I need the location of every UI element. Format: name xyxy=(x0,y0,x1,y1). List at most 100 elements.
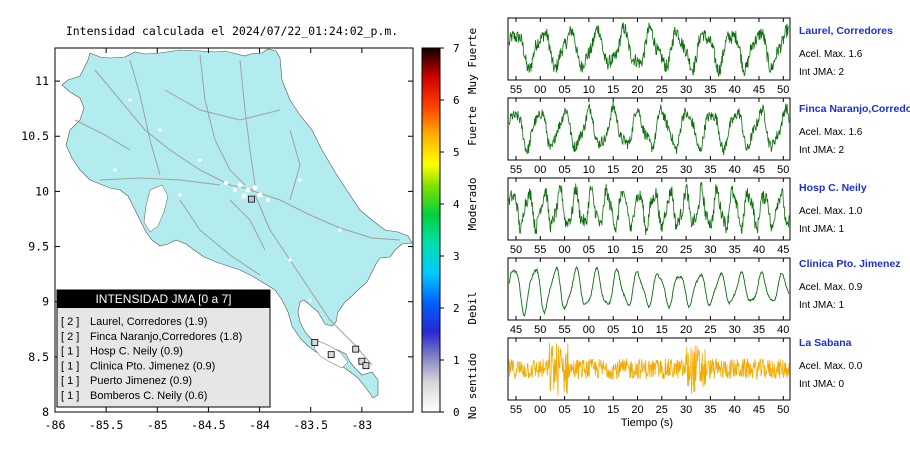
waveform-x-tick-label: 15 xyxy=(607,164,619,176)
map-y-tick-label: 10.5 xyxy=(21,129,49,143)
waveform-panel: 55 00 05 10 15 20 25 30 35 40 45 50 Laurel, Corredor… xyxy=(507,17,893,96)
colorbar-category-label: Moderado xyxy=(466,178,479,231)
legend-entry-text: Hosp C. Neily (0.9) xyxy=(90,346,183,358)
map-x-tick-label: -85 xyxy=(147,418,168,432)
waveform-x-tick-label: 20 xyxy=(656,244,668,256)
waveform-int-label: Int JMA: 1 xyxy=(799,224,844,235)
waveform-station-name: Clinica Pto. Jimenez xyxy=(799,258,901,270)
waveform-x-tick-label: 45 xyxy=(753,404,765,416)
waveform-x-tick-label: 30 xyxy=(704,244,716,256)
station-marker xyxy=(247,195,255,203)
waveform-x-tick-label: 35 xyxy=(704,84,716,96)
waveform-x-tick-label: 55 xyxy=(558,324,570,336)
colorbar-category-label: No sentido xyxy=(466,353,479,419)
waveform-x-tick-label: 20 xyxy=(631,404,643,416)
waveform-x-tick-label: 15 xyxy=(631,244,643,256)
waveform-frame xyxy=(507,257,791,321)
colorbar-tick-label: 1 xyxy=(453,354,460,367)
waveform-x-tick-label: 05 xyxy=(583,244,595,256)
waveform-acel-label: Acel. Max. 1.6 xyxy=(799,127,863,138)
map-x-tick-label: -83.5 xyxy=(293,418,328,432)
map-y-tick-label: 8 xyxy=(42,405,49,419)
waveform-x-tick-label: 55 xyxy=(510,84,522,96)
map-x-tick-label: -86 xyxy=(45,418,66,432)
waveform-x-tick-label: 40 xyxy=(729,164,741,176)
waveform-x-tick-label: 25 xyxy=(656,404,668,416)
station-marker xyxy=(362,362,370,370)
map-x-tick-label: -84.5 xyxy=(191,418,226,432)
waveform-int-label: Int JMA: 2 xyxy=(799,67,844,78)
waveform-x-tick-label: 30 xyxy=(680,404,692,416)
road-network xyxy=(74,54,401,366)
legend-entry-code: [ 1 ] xyxy=(61,375,79,387)
colorbar-tick-label: 3 xyxy=(453,250,460,263)
waveform-trace xyxy=(508,181,790,235)
waveform-frame xyxy=(507,337,791,401)
waveform-x-tick-label: 30 xyxy=(680,84,692,96)
waveform-x-tick-label: 00 xyxy=(534,164,546,176)
waveform-x-tick-label: 05 xyxy=(558,404,570,416)
map-y-tick-label: 10 xyxy=(35,184,49,198)
waveform-x-tick-label: 05 xyxy=(558,164,570,176)
station-marker xyxy=(352,345,360,353)
waveform-x-tick-label: 45 xyxy=(777,244,789,256)
waveform-station-name: Finca Naranjo,Corredores xyxy=(799,103,910,115)
colorbar-tick-label: 5 xyxy=(453,146,460,159)
map-title: Intensidad calculada el 2024/07/22_01:24… xyxy=(66,24,398,38)
intensity-colorbar: 0 1 2 3 4 5 6 7 No sentido Debil Moderado Fuerte Mu… xyxy=(421,28,479,419)
waveform-x-tick-label: 30 xyxy=(729,324,741,336)
waveform-int-label: Int JMA: 1 xyxy=(799,300,844,311)
legend-entry-code: [ 2 ] xyxy=(61,331,79,343)
waveform-x-tick-label: 10 xyxy=(607,244,619,256)
legend-entry-text: Finca Naranjo,Corredores (1.8) xyxy=(90,331,242,343)
waveform-station-name: La Sabana xyxy=(799,337,852,349)
colorbar-category-label: Muy Fuerte xyxy=(466,28,479,94)
waveform-x-tick-label: 00 xyxy=(534,404,546,416)
legend-title: INTENSIDAD JMA [0 a 7] xyxy=(95,292,231,306)
waveform-x-tick-label: 50 xyxy=(534,324,546,336)
map-frame xyxy=(54,47,414,413)
waveform-x-tick-label: 15 xyxy=(656,324,668,336)
waveform-x-label: Tiempo (s) xyxy=(621,417,673,429)
gulf-of-nicoya xyxy=(143,184,169,233)
station-marker xyxy=(311,339,319,346)
waveform-x-tick-label: 25 xyxy=(680,244,692,256)
waveform-x-tick-label: 50 xyxy=(777,404,789,416)
waveform-x-tick-label: 40 xyxy=(777,324,789,336)
waveform-x-tick-label: 45 xyxy=(753,84,765,96)
waveform-acel-label: Acel. Max. 1.0 xyxy=(799,206,863,217)
waveform-x-tick-label: 55 xyxy=(510,404,522,416)
waveform-frame xyxy=(507,97,791,161)
colorbar-tick-label: 2 xyxy=(453,302,460,315)
waveform-x-tick-label: 00 xyxy=(534,84,546,96)
legend-entry-text: Bomberos C. Neily (0.6) xyxy=(90,390,207,402)
colorbar-tick-label: 7 xyxy=(453,42,460,55)
colorbar-tick-label: 0 xyxy=(453,406,460,419)
waveform-int-label: Int JMA: 2 xyxy=(799,145,844,156)
waveform-x-tick-label: 50 xyxy=(777,164,789,176)
legend-entry-text: Clinica Pto. Jimenez (0.9) xyxy=(90,360,215,372)
waveform-x-tick-label: 35 xyxy=(704,164,716,176)
legend-entry-text: Puerto Jimenez (0.9) xyxy=(90,375,192,387)
waveform-x-tick-label: 25 xyxy=(704,324,716,336)
waveform-x-tick-label: 55 xyxy=(534,244,546,256)
waveform-acel-label: Acel. Max. 0.9 xyxy=(799,282,863,293)
waveform-x-tick-label: 50 xyxy=(510,244,522,256)
waveform-x-tick-label: 10 xyxy=(583,84,595,96)
map-x-tick-label: -85.5 xyxy=(89,418,124,432)
station-marker xyxy=(327,351,335,359)
legend-entry-code: [ 1 ] xyxy=(61,390,79,402)
town-markers xyxy=(113,98,342,302)
waveform-x-tick-label: 10 xyxy=(583,404,595,416)
waveform-x-tick-label: 20 xyxy=(680,324,692,336)
legend-entry-code: [ 1 ] xyxy=(61,346,79,358)
map-x-axis: -86 -85.5 -85 -84.5 -84 -83.5 -83 xyxy=(45,48,372,432)
waveform-x-tick-label: 10 xyxy=(583,164,595,176)
waveform-panel: 50 55 00 05 10 15 20 25 30 35 40 45 Hosp C. Neily Ace… xyxy=(507,177,867,256)
waveform-trace xyxy=(508,342,790,397)
colorbar-tick-label: 4 xyxy=(453,198,460,211)
colorbar-category-label: Debil xyxy=(466,291,479,324)
waveform-trace xyxy=(508,101,790,156)
waveform-x-tick-label: 20 xyxy=(631,164,643,176)
waveform-station-name: Hosp C. Neily xyxy=(799,182,867,194)
